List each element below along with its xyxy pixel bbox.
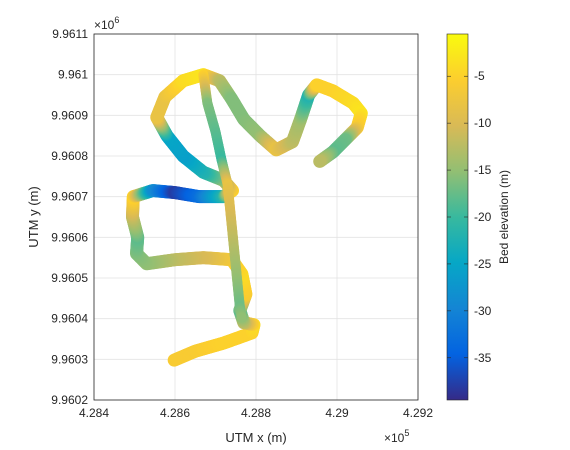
colorbar-tick-label: -20 <box>474 210 492 224</box>
x-tick-labels: 4.284 4.286 4.288 4.29 4.292 <box>79 406 433 420</box>
track-points <box>125 68 368 367</box>
colorbar-label: Bed elevation (m) <box>497 170 511 264</box>
track-point <box>236 312 247 323</box>
colorbar-tick-label: -10 <box>474 116 492 130</box>
y-tick-label: 9.9611 <box>52 27 88 41</box>
x-tick-label: 4.292 <box>403 406 433 420</box>
y-tick-label: 9.9605 <box>51 271 88 285</box>
colorbar-tick-label: -30 <box>474 304 492 318</box>
plot-frame <box>93 33 419 401</box>
y-tick-label: 9.9602 <box>51 393 88 407</box>
track-point <box>313 154 327 168</box>
y-tick-label: 9.9607 <box>51 190 88 204</box>
colorbar-tick-labels: -5 -10 -15 -20 -25 -30 -35 <box>447 69 492 365</box>
y-tick-label: 9.9606 <box>51 230 88 244</box>
x-tick-label: 4.284 <box>79 406 109 420</box>
y-tick-label: 9.9603 <box>51 352 88 366</box>
x-tick-label: 4.29 <box>325 406 349 420</box>
y-axis-label: UTM y (m) <box>26 186 41 247</box>
y-exponent-label: ×106 <box>94 15 119 32</box>
x-tick-label: 4.288 <box>241 406 271 420</box>
x-axis-label: UTM x (m) <box>225 430 286 445</box>
y-tick-label: 9.9608 <box>51 149 88 163</box>
colorbar-tick-label: -35 <box>474 351 492 365</box>
x-tick-label: 4.286 <box>160 406 190 420</box>
colorbar-tick-label: -5 <box>474 69 485 83</box>
y-tick-label: 9.961 <box>58 68 88 82</box>
colorbar-tick-label: -25 <box>474 257 492 271</box>
y-tick-label: 9.9604 <box>51 312 88 326</box>
y-tick-labels: 9.9602 9.9603 9.9604 9.9605 9.9606 9.9607 9.96… <box>51 27 88 407</box>
x-exponent-label: ×105 <box>384 428 409 445</box>
y-tick-label: 9.9609 <box>51 108 88 122</box>
colorbar-tick-label: -15 <box>474 163 492 177</box>
